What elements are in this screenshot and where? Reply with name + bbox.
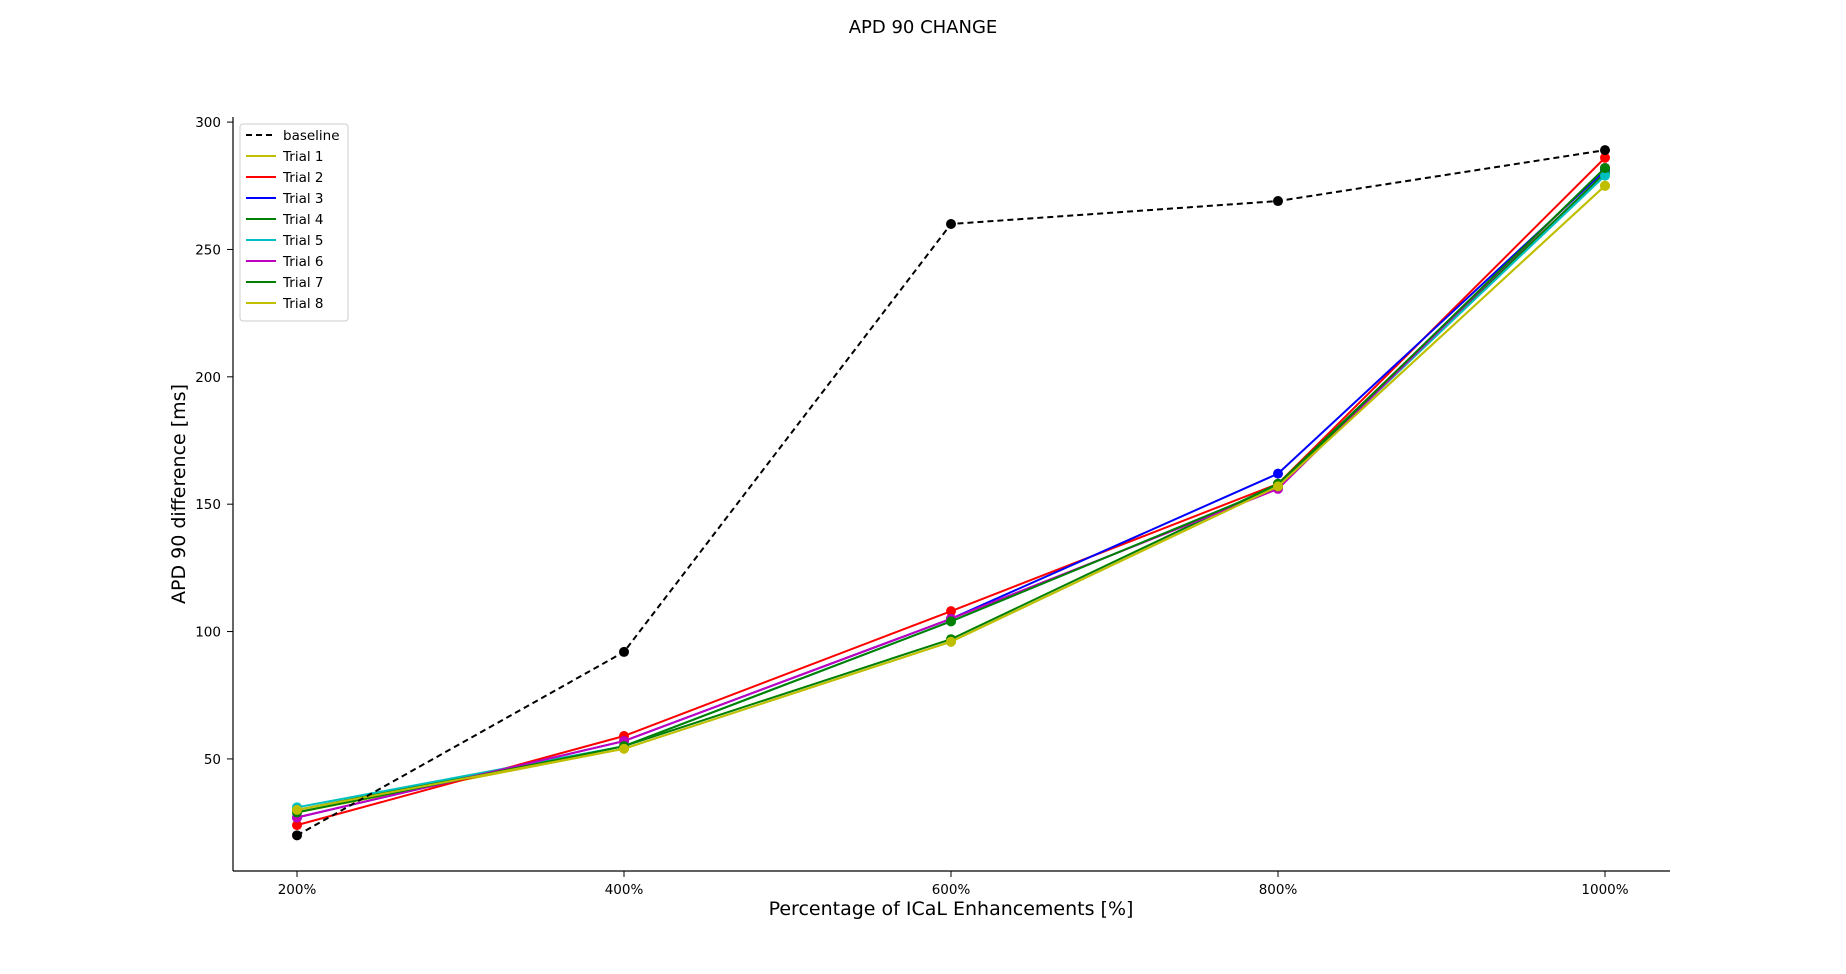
series-layer [292,145,1610,841]
y-axis-label: APD 90 difference [ms] [168,384,190,604]
series-trial-4 [292,168,1610,815]
series-line-trial-8 [296,185,1606,811]
data-point-trial-2 [946,606,956,617]
data-point-trial-7 [1600,162,1610,173]
data-point-trial-8 [619,743,629,754]
data-point-trial-2 [292,820,302,831]
data-point-baseline [1600,145,1610,156]
legend: baseline Trial 1 Trial 2 Trial 3 Trial 4 Tria… [239,123,349,322]
legend-label: Trial 4 [282,212,323,228]
series-line-trial-6 [296,167,1606,819]
series-line-baseline [296,149,1606,837]
legend-label: Trial 6 [282,254,323,270]
legend-label: Trial 1 [282,149,323,165]
legend-label: Trial 2 [282,170,323,186]
series-line-trial-1 [296,185,1606,814]
series-line-trial-7 [296,167,1606,814]
legend-label: Trial 3 [282,191,323,207]
data-point-baseline [1273,196,1283,207]
series-trial-7 [292,162,1610,818]
y-tick-label: 50 [204,752,221,768]
x-ticks: 200% 400% 600% 800% 1000% [278,871,1629,898]
legend-label: Trial 5 [282,233,323,249]
x-tick-label: 1000% [1581,882,1628,898]
y-tick-label: 250 [195,242,221,258]
series-trial-8 [292,180,1610,815]
data-point-trial-3 [1273,468,1283,479]
y-tick-label: 300 [195,115,221,131]
data-point-trial-5 [1600,170,1610,181]
y-ticks: 50 100 150 200 250 300 [195,115,233,768]
data-point-trial-2 [1600,152,1610,163]
y-tick-label: 200 [195,370,221,386]
chart-title: APD 90 CHANGE [849,17,998,38]
data-point-trial-8 [946,636,956,647]
series-baseline [292,145,1610,841]
series-line-trial-4 [296,172,1606,811]
series-trial-1 [292,180,1610,818]
data-point-trial-7 [946,616,956,627]
y-tick-label: 150 [195,497,221,513]
series-trial-2 [292,152,1610,831]
legend-label: baseline [283,128,340,144]
series-line-trial-5 [296,174,1606,809]
x-tick-label: 600% [932,882,971,898]
x-axis-label: Percentage of ICaL Enhancements [%] [769,898,1134,920]
data-point-baseline [292,830,302,841]
x-tick-label: 800% [1259,882,1298,898]
x-tick-label: 200% [278,882,317,898]
series-trial-6 [292,162,1610,823]
data-point-baseline [946,218,956,229]
y-tick-label: 100 [195,625,221,641]
x-tick-label: 400% [605,882,644,898]
series-trial-5 [292,170,1610,813]
series-line-trial-3 [296,169,1606,819]
legend-frame [239,123,349,322]
series-trial-3 [292,165,1610,823]
data-point-baseline [619,646,629,657]
data-point-trial-8 [1273,481,1283,492]
legend-label: Trial 8 [282,296,323,312]
legend-label: Trial 7 [282,275,323,291]
data-point-trial-8 [292,804,302,815]
data-point-trial-8 [1600,180,1610,191]
